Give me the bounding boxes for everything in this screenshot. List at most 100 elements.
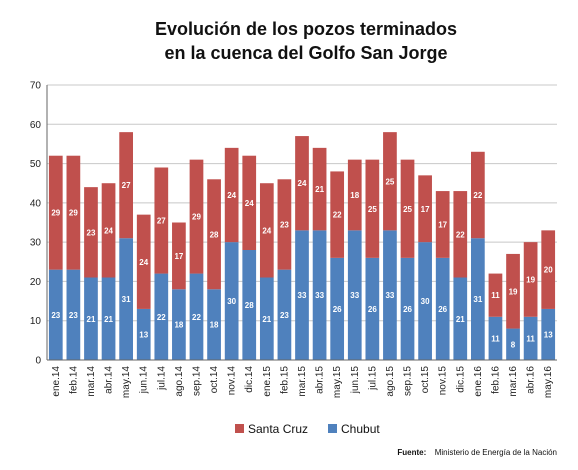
legend-swatch-chubut — [328, 424, 337, 433]
y-tick-label: 30 — [30, 238, 42, 249]
y-tick-label: 20 — [30, 277, 42, 288]
bar-chubut — [101, 277, 116, 360]
x-category-label: ene.16 — [473, 366, 484, 397]
x-axis-labels: ene.14 feb.14 mar.14 abr.14 may.14 jun.14 jul.… — [51, 366, 554, 399]
x-category-label: sep.14 — [191, 366, 202, 396]
bar-chubut — [400, 257, 415, 360]
chart-title-line-1: Evolución de los pozos terminados — [155, 19, 457, 39]
data-label-chubut: 33 — [298, 291, 307, 300]
data-label-chubut: 23 — [51, 311, 60, 320]
bar-chubut — [259, 277, 274, 360]
data-label-chubut: 28 — [245, 301, 254, 310]
bar-santa-cruz — [189, 159, 204, 274]
x-category-label: ene.14 — [51, 366, 62, 397]
bar-santa-cruz — [224, 147, 239, 243]
data-label-santa-cruz: 27 — [122, 181, 131, 190]
x-category-label: nov.14 — [227, 366, 238, 396]
data-label-santa-cruz: 25 — [385, 177, 394, 186]
bar-chubut — [347, 230, 362, 360]
x-category-label: feb.14 — [68, 366, 79, 394]
x-category-label: may.16 — [543, 366, 554, 398]
bar-santa-cruz — [523, 242, 538, 317]
data-label-santa-cruz: 24 — [104, 226, 113, 235]
data-label-santa-cruz: 19 — [526, 275, 535, 284]
x-category-label: jun.14 — [139, 366, 150, 395]
data-label-chubut: 33 — [350, 291, 359, 300]
x-category-label: mar.14 — [86, 366, 97, 397]
data-label-santa-cruz: 17 — [421, 205, 430, 214]
bar-chubut — [365, 257, 380, 360]
x-category-label: ago.15 — [385, 366, 396, 397]
data-label-chubut: 33 — [385, 291, 394, 300]
data-label-santa-cruz: 23 — [280, 220, 289, 229]
y-axis-ticks: 0 10 20 30 40 50 60 70 — [30, 81, 42, 367]
data-label-santa-cruz: 29 — [51, 209, 60, 218]
bar-chubut — [154, 273, 169, 360]
data-label-chubut: 26 — [368, 305, 377, 314]
data-label-chubut: 31 — [473, 295, 482, 304]
x-category-label: jul.14 — [156, 366, 167, 391]
bar-santa-cruz — [84, 187, 98, 278]
x-category-label: oct.15 — [420, 366, 431, 394]
x-category-label: sep.15 — [403, 366, 414, 396]
data-label-santa-cruz: 22 — [473, 191, 482, 200]
data-label-chubut: 23 — [280, 311, 289, 320]
bar-santa-cruz — [453, 191, 468, 278]
bar-santa-cruz — [541, 230, 556, 309]
data-label-santa-cruz: 17 — [174, 252, 183, 261]
data-label-santa-cruz: 24 — [262, 226, 271, 235]
data-label-santa-cruz: 21 — [315, 185, 324, 194]
bar-chubut — [453, 277, 468, 360]
y-tick-label: 10 — [30, 316, 42, 327]
x-category-label: abr.16 — [526, 366, 537, 394]
data-label-chubut: 21 — [104, 315, 113, 324]
x-category-label: oct.14 — [209, 366, 220, 394]
data-label-chubut: 26 — [403, 305, 412, 314]
bar-chubut — [224, 242, 239, 360]
chart-title-line-2: en la cuenca del Golfo San Jorge — [164, 43, 447, 63]
data-label-chubut: 30 — [227, 297, 236, 306]
bar-chubut — [418, 242, 432, 360]
bars: 23 29 23 29 21 23 21 24 31 27 13 24 22 27 18 17 22 29 18 28… — [48, 132, 556, 360]
y-tick-label: 40 — [30, 198, 42, 209]
data-label-chubut: 31 — [122, 295, 131, 304]
data-label-chubut: 13 — [544, 330, 553, 339]
bar-chubut — [136, 308, 151, 360]
data-label-chubut: 22 — [192, 313, 201, 322]
y-tick-label: 50 — [30, 159, 42, 170]
data-label-santa-cruz: 22 — [333, 211, 342, 220]
data-label-santa-cruz: 17 — [438, 220, 447, 229]
data-label-santa-cruz: 11 — [491, 291, 500, 300]
data-label-santa-cruz: 25 — [368, 205, 377, 214]
bar-chubut — [207, 289, 221, 360]
y-tick-label: 70 — [30, 81, 42, 92]
bar-santa-cruz — [101, 183, 116, 278]
bar-santa-cruz — [154, 167, 169, 274]
data-label-chubut: 21 — [87, 315, 96, 324]
x-category-label: may.15 — [332, 366, 343, 398]
data-label-chubut: 11 — [491, 334, 500, 343]
bar-santa-cruz — [119, 132, 133, 239]
data-label-chubut: 22 — [157, 313, 166, 322]
bar-chubut — [295, 230, 309, 360]
x-category-label: ene.15 — [262, 366, 273, 397]
data-label-chubut: 33 — [315, 291, 324, 300]
data-label-chubut: 26 — [438, 305, 447, 314]
bar-chubut — [189, 273, 204, 360]
bar-santa-cruz — [277, 179, 292, 270]
bar-santa-cruz — [312, 147, 327, 231]
x-category-label: abr.14 — [104, 366, 115, 394]
y-tick-label: 0 — [35, 356, 41, 367]
legend-label-santa-cruz: Santa Cruz — [248, 422, 308, 436]
data-label-chubut: 18 — [174, 321, 183, 330]
data-label-chubut: 18 — [210, 321, 219, 330]
x-category-label: jun.15 — [350, 366, 361, 395]
bar-chubut — [383, 230, 397, 360]
bar-santa-cruz — [259, 183, 274, 278]
bar-santa-cruz — [172, 222, 186, 290]
x-category-label: feb.16 — [490, 366, 501, 394]
bar-santa-cruz — [66, 155, 81, 270]
bar-chubut — [48, 269, 63, 360]
data-label-chubut: 26 — [333, 305, 342, 314]
